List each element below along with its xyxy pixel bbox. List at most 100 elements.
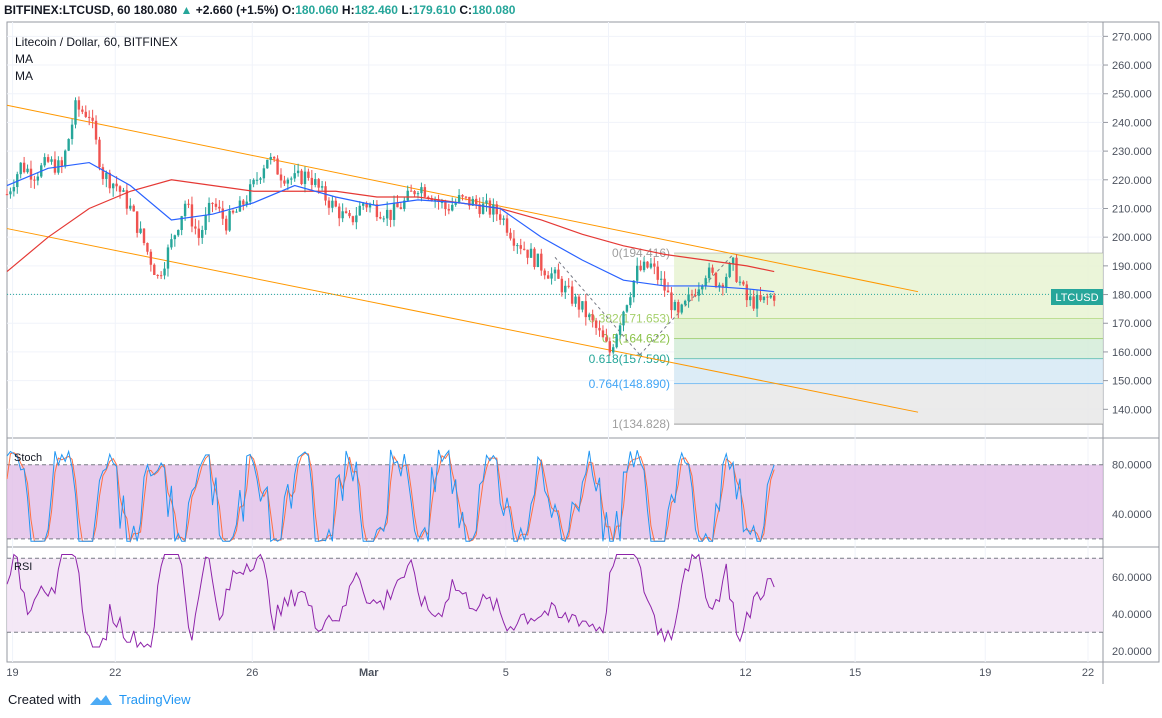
candle-body (749, 296, 752, 301)
candle-body (413, 191, 416, 195)
candle-body (529, 248, 533, 258)
candle-body (242, 200, 245, 205)
candle-body (334, 200, 337, 207)
candle-body (81, 109, 84, 112)
chart-header: BITFINEX:LTCUSD, 60 180.080 ▲ +2.660 (+1… (4, 3, 515, 17)
candle-body (502, 218, 505, 220)
price-tick-label: 260.000 (1112, 60, 1152, 72)
candle-body (755, 295, 759, 309)
ma-slow-line (6, 179, 775, 273)
candle-body (46, 157, 50, 162)
candle-body (43, 157, 46, 166)
low-label: L: (401, 3, 413, 17)
candle-body (649, 263, 653, 268)
candle-body (656, 266, 659, 280)
fib-trend-line (639, 254, 734, 356)
candle-body (396, 202, 399, 208)
price-tick-label: 150.000 (1112, 376, 1152, 388)
candle-body (341, 211, 344, 219)
candle-body (183, 203, 187, 217)
candle-body (88, 116, 91, 118)
candle-body (5, 194, 9, 196)
candle-body (118, 186, 122, 192)
candle-body (50, 159, 53, 162)
candle-body (19, 162, 22, 175)
fib-level-label: 0.5(164.622) (602, 332, 670, 346)
candle-body (245, 201, 248, 205)
candle-body (153, 264, 156, 275)
tradingview-link[interactable]: TradingView (118, 692, 191, 707)
candle-body (533, 248, 536, 267)
footer: Created with TradingView (8, 692, 191, 707)
high-label: H: (341, 3, 355, 17)
candle-body (564, 285, 567, 293)
candle-body (379, 217, 382, 219)
candle-body (324, 186, 327, 201)
candle-body (139, 228, 142, 233)
symbol-label: BITFINEX:LTCUSD, 60 (4, 3, 131, 17)
candle-body (163, 268, 166, 276)
candle-body (135, 211, 139, 233)
candle-body (536, 253, 540, 267)
candle-body (588, 314, 591, 318)
candle-body (331, 200, 334, 208)
fib-level-label: 1(134.828) (612, 417, 670, 431)
rsi-pane: 20.0000 40.0000 60.0000 (6, 553, 1152, 658)
legend-title: Litecoin / Dollar, 60, BITFINEX (15, 35, 178, 49)
candle-body (437, 199, 440, 202)
candle-body (382, 218, 385, 220)
candle-body (512, 238, 516, 246)
candle-body (368, 204, 372, 208)
candle-body (540, 253, 543, 271)
candle-body (53, 159, 57, 173)
rsi-line (6, 553, 775, 649)
candle-body (457, 195, 461, 203)
stoch-k-line (6, 449, 775, 543)
candle-body (505, 218, 509, 233)
candle-body (492, 204, 495, 215)
candle-body (543, 270, 546, 276)
candle-body (622, 311, 625, 326)
candle-body (420, 187, 423, 194)
candle-body (211, 202, 214, 204)
candle-body (560, 278, 564, 293)
candle-body (33, 179, 36, 181)
candle-body (142, 228, 146, 244)
candle-body (495, 204, 498, 215)
candle-body (132, 205, 135, 212)
candle-body (399, 207, 403, 209)
high-value: 182.460 (354, 3, 398, 17)
candle-body (255, 179, 259, 181)
price-tick-label: 220.000 (1112, 175, 1152, 187)
candle-body (680, 304, 683, 313)
candle-body (111, 183, 115, 189)
candle-body (403, 200, 406, 209)
candle-body (701, 285, 704, 290)
candle-body (166, 247, 170, 269)
candle-body (594, 320, 598, 328)
candle-body (711, 267, 714, 273)
candle-body (447, 209, 451, 211)
candle-body (553, 269, 557, 274)
fib-level-label: 0.382(171.653) (589, 311, 670, 325)
candle-body (365, 203, 368, 208)
candle-body (670, 292, 673, 311)
candle-body (180, 216, 183, 231)
candle-body (433, 199, 437, 201)
candle-body (214, 203, 218, 207)
candle-body (615, 334, 618, 348)
candle-body (187, 203, 190, 205)
candle-body (67, 139, 70, 151)
candle-body (752, 296, 755, 309)
candle-body (231, 210, 235, 213)
candle-body (762, 296, 766, 301)
candle-body (327, 200, 331, 208)
time-tick-label: 22 (1082, 667, 1094, 679)
candle-body (618, 325, 622, 335)
candle-body (228, 210, 231, 231)
candle-body (122, 190, 125, 192)
candle-body (146, 243, 149, 252)
candle-body (149, 251, 153, 265)
price-tick-label: 250.000 (1112, 89, 1152, 101)
